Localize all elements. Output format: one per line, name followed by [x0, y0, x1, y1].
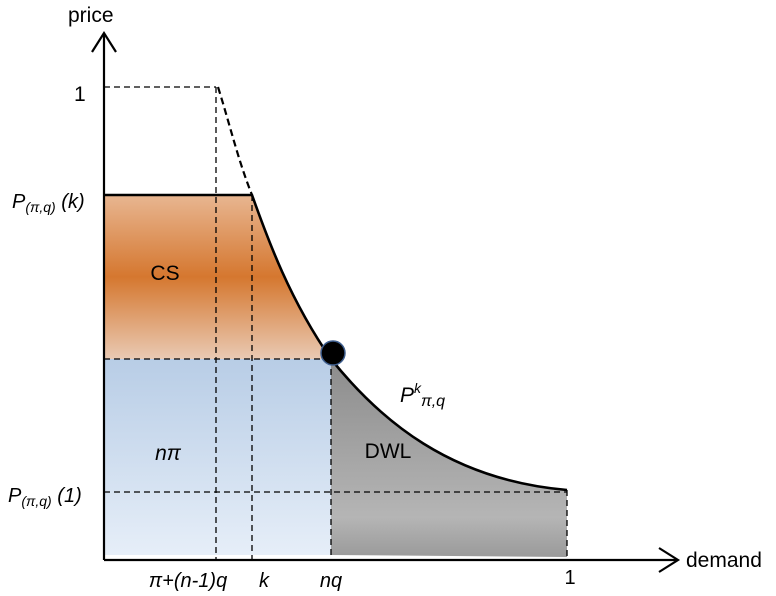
x-axis-arrowhead: [658, 547, 681, 573]
equilibrium-point: [320, 340, 346, 366]
n-pi-label: nπ: [155, 442, 182, 465]
x-axis-label: demand: [686, 549, 762, 572]
curve-label-sub: π,q: [421, 393, 445, 410]
x-tick-one: 1: [564, 567, 575, 589]
dashed-guides: [104, 86, 568, 560]
x-tick-pi-term: π+(n-1)q: [149, 570, 227, 592]
curve-label-base: P: [400, 384, 414, 407]
y-tick-p-1-arg: (1): [52, 485, 82, 507]
dwl-label: DWL: [365, 440, 412, 463]
x-tick-k: k: [259, 570, 270, 592]
dashed-upper-curve: [216, 86, 254, 196]
axes: [91, 30, 681, 573]
y-tick-p-1-base: P: [8, 485, 22, 507]
y-axis-label: price: [68, 4, 114, 27]
y-tick-p-k-base: P: [12, 191, 26, 213]
cs-region: [104, 195, 331, 359]
curve-label-sup: k: [414, 380, 422, 396]
curve-label: Pkπ,q: [400, 380, 445, 410]
x-tick-nq: nq: [320, 570, 342, 592]
n-pi-region: [104, 359, 331, 555]
y-axis-arrowhead: [91, 30, 117, 53]
y-tick-p-1: P(π,q) (1): [8, 485, 82, 509]
y-tick-p-k-arg: (k): [56, 191, 85, 213]
y-tick-one: 1: [74, 83, 86, 106]
cs-label: CS: [150, 262, 179, 285]
y-tick-p-k-sub: (π,q): [25, 199, 55, 215]
y-tick-p-1-sub: (π,q): [21, 493, 51, 509]
y-tick-p-k: P(π,q) (k): [12, 191, 85, 215]
